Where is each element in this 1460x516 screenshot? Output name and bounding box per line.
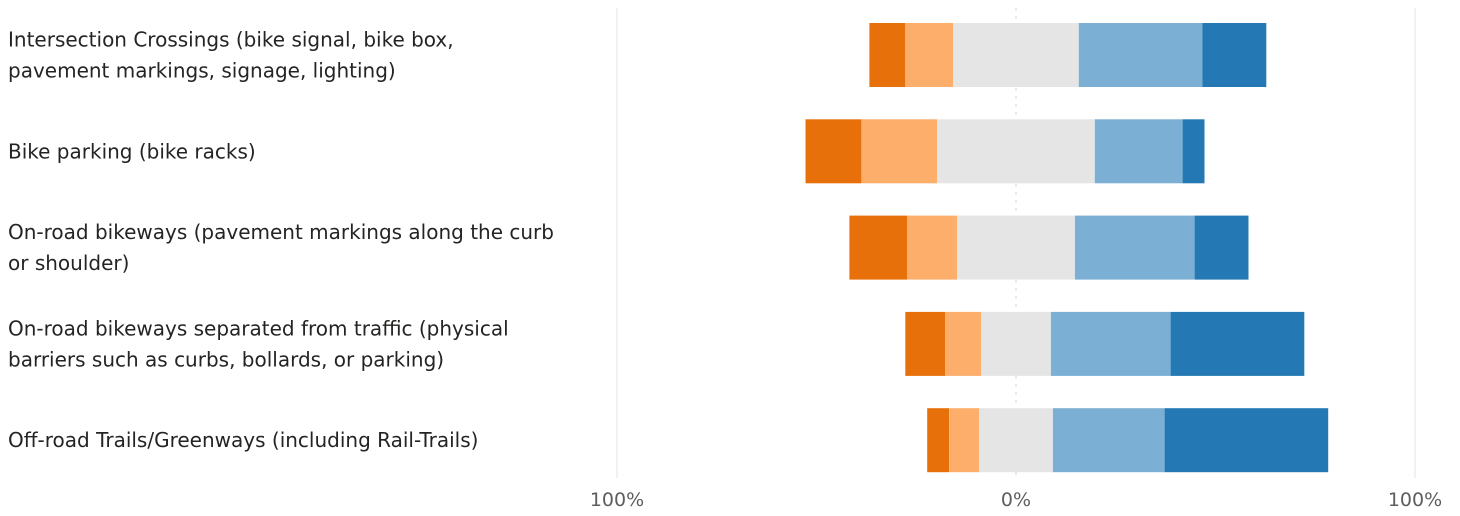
bar-segment-row1-series3: [953, 23, 1079, 87]
bar-segment-row2-series1: [805, 119, 862, 184]
x-tick-label: 100%: [590, 489, 644, 511]
bar-segment-row5-series1: [927, 408, 950, 473]
bar-segment-row1-series4: [1078, 23, 1203, 87]
bar-segment-row1-series2: [905, 23, 954, 87]
bar-segment-row5-series4: [1052, 408, 1165, 473]
bar-segment-row1-series5: [1202, 23, 1267, 87]
bar-segment-row4-series5: [1170, 311, 1305, 376]
category-label: barriers such as curbs, bollards, or par…: [8, 347, 444, 371]
category-label: Off-road Trails/Greenways (including Rai…: [8, 428, 478, 452]
bar-segment-row1-series1: [869, 23, 906, 87]
bar-segment-row2-series2: [861, 119, 938, 184]
bar-segment-row3-series2: [907, 215, 958, 280]
bar-segment-row3-series3: [957, 215, 1075, 280]
bar-segment-row3-series5: [1194, 215, 1249, 280]
bar-segment-row4-series4: [1050, 311, 1171, 376]
bar-segment-row5-series5: [1164, 408, 1329, 473]
category-label: or shoulder): [8, 251, 129, 275]
bar-segment-row4-series1: [905, 311, 946, 376]
bar-segment-row2-series3: [937, 119, 1095, 184]
category-label: Bike parking (bike racks): [8, 139, 256, 163]
bar-segment-row4-series2: [945, 311, 982, 376]
x-tick-label: 100%: [1388, 489, 1442, 511]
bar-segment-row2-series4: [1094, 119, 1183, 184]
category-labels: Intersection Crossings (bike signal, bik…: [8, 28, 554, 453]
bar-segment-row2-series5: [1182, 119, 1205, 184]
category-label: Intersection Crossings (bike signal, bik…: [8, 28, 454, 52]
bars: [805, 23, 1329, 473]
category-label: On-road bikeways separated from traffic …: [8, 316, 509, 340]
x-tick-label: 0%: [1001, 489, 1031, 511]
category-label: pavement markings, signage, lighting): [8, 59, 396, 83]
x-axis-ticks: 100% 0% 100%: [590, 489, 1442, 511]
bar-segment-row5-series2: [949, 408, 980, 473]
bar-segment-row4-series3: [981, 311, 1051, 376]
gridlines: [616, 8, 1416, 478]
bar-segment-row3-series4: [1074, 215, 1195, 280]
category-label: On-road bikeways (pavement markings alon…: [8, 220, 554, 244]
bar-segment-row3-series1: [849, 215, 908, 280]
bar-segment-row5-series3: [979, 408, 1053, 473]
